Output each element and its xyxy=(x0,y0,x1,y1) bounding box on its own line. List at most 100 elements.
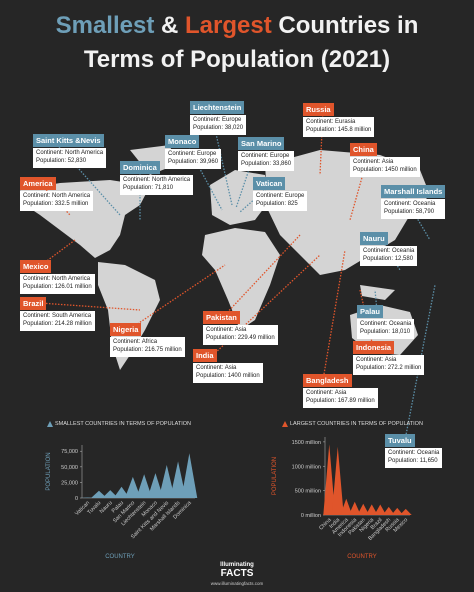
callout-population: Population: 12,580 xyxy=(363,255,414,262)
triangle-bar xyxy=(323,444,336,515)
callout: China Continent: Asia Population: 1450 mil… xyxy=(350,139,420,177)
callout-body: Continent: Europe Population: 825 xyxy=(253,191,308,211)
callout-continent: Continent: North America xyxy=(23,193,91,199)
callout-population: Population: 216.75 million xyxy=(113,346,182,353)
legend-icon xyxy=(47,421,53,427)
x-axis-label: COUNTRY xyxy=(105,554,135,560)
y-tick-label: 25,000 xyxy=(61,480,78,486)
callout-body: Continent: Oceania Population: 58,790 xyxy=(381,199,446,219)
y-axis-label: POPULATION xyxy=(272,457,278,495)
callout-continent: Continent: Asia xyxy=(206,327,247,333)
logo-url: www.illuminatingfacts.com xyxy=(211,581,264,586)
callout: Indonesia Continent: Asia Population: 272.… xyxy=(353,337,425,375)
y-tick-label: 500 million xyxy=(295,489,321,495)
callout-name: Dominica xyxy=(120,161,160,174)
callout-population: Population: 229.49 million xyxy=(206,334,275,341)
callout: Tuvalu Continent: Oceania Population: 11,6… xyxy=(385,430,443,468)
world-map xyxy=(20,145,430,370)
callout-continent: Continent: Oceania xyxy=(363,248,415,254)
callout-population: Population: 33,860 xyxy=(241,160,292,167)
triangle-bar xyxy=(181,453,198,498)
callout: Nigeria Continent: Africa Population: 216.… xyxy=(110,319,185,357)
callout-body: Continent: Asia Population: 167.89 millio… xyxy=(303,388,378,408)
callout-name: India xyxy=(193,349,217,362)
callout-population: Population: 332.5 million xyxy=(23,200,89,207)
callout-body: Continent: Asia Population: 229.49 millio… xyxy=(203,325,278,345)
callout-population: Population: 1450 million xyxy=(353,166,417,173)
y-tick-label: 50,000 xyxy=(61,465,78,471)
callout: India Continent: Asia Population: 1400 mil… xyxy=(193,345,263,383)
callout-body: Continent: Oceania Population: 18,010 xyxy=(357,319,415,339)
callout-continent: Continent: Asia xyxy=(353,159,394,165)
callout-name: Saint Kitts &Nevis xyxy=(33,134,104,147)
callout: Marshall Islands Continent: Oceania Popula… xyxy=(381,181,446,219)
title-line-1: Smallest & Largest Countries in xyxy=(0,12,474,40)
callout-name: Mexico xyxy=(20,260,52,273)
callout-name: Monaco xyxy=(165,135,200,148)
callout: San Marino Continent: Europe Population: 3… xyxy=(238,133,295,171)
callout-name: America xyxy=(20,177,56,190)
callout-population: Population: 58,790 xyxy=(384,208,435,215)
callout-continent: Continent: Europe xyxy=(256,193,305,199)
callout-body: Continent: North America Population: 126.… xyxy=(20,274,95,294)
triangle-bar xyxy=(147,473,164,498)
leader-line xyxy=(322,249,346,381)
callout-population: Population: 145.8 million xyxy=(306,126,372,133)
triangle-bar xyxy=(136,474,153,498)
leader-line xyxy=(129,264,226,330)
callout: Liechtenstein Continent: Europe Population… xyxy=(190,97,247,135)
x-tick-label: Nauru xyxy=(99,500,114,515)
callout-name: San Marino xyxy=(238,137,285,150)
title-amp: & xyxy=(160,12,179,39)
triangle-bar xyxy=(124,476,141,498)
callout-body: Continent: South America Population: 214.… xyxy=(20,311,95,331)
callout-name: China xyxy=(350,143,377,156)
callout: Nauru Continent: Oceania Population: 12,58… xyxy=(360,228,418,266)
callout-body: Continent: North America Population: 71,8… xyxy=(120,175,194,195)
callout-body: Continent: Europe Population: 33,860 xyxy=(238,151,295,171)
callout: Dominica Continent: North America Populati… xyxy=(120,157,194,195)
callout-continent: Continent: Oceania xyxy=(384,201,436,207)
callout-name: Bangladesh xyxy=(303,374,352,387)
callout-continent: Continent: North America xyxy=(36,150,104,156)
y-tick-label: 0 million xyxy=(301,513,321,519)
callout: Vatican Continent: Europe Population: 825 xyxy=(253,173,308,211)
callout-name: Marshall Islands xyxy=(381,185,446,198)
chart-title: LARGEST COUNTRIES IN TERMS OF POPULATION xyxy=(290,421,423,427)
callout-body: Continent: Oceania Population: 12,580 xyxy=(360,246,418,266)
callout: Pakistan Continent: Asia Population: 229.4… xyxy=(203,307,278,345)
callout-population: Population: 1400 million xyxy=(196,372,260,379)
triangle-bar xyxy=(340,498,353,515)
callout-population: Population: 214.28 million xyxy=(23,320,92,327)
callout-continent: Continent: Oceania xyxy=(388,450,440,456)
title-largest: Largest xyxy=(185,12,272,39)
callout-population: Population: 11,650 xyxy=(388,457,438,464)
callout-population: Population: 71,810 xyxy=(123,184,174,191)
title-line-2: Terms of Population (2021) xyxy=(83,46,391,73)
callout-name: Liechtenstein xyxy=(190,101,245,114)
callout-name: Vatican xyxy=(253,177,286,190)
callout-name: Pakistan xyxy=(203,311,240,324)
callout: Brazil Continent: South America Population… xyxy=(20,293,95,331)
callout: Bangladesh Continent: Asia Population: 167… xyxy=(303,370,378,408)
callout-continent: Continent: Africa xyxy=(113,339,158,345)
callout: Russia Continent: Eurasia Population: 145.… xyxy=(303,99,375,137)
title-rest: Countries in xyxy=(278,12,419,39)
callout-population: Population: 39,960 xyxy=(168,158,219,165)
callout-population: Population: 126.01 million xyxy=(23,283,92,290)
callout-body: Continent: Europe Population: 39,960 xyxy=(165,149,222,169)
callout-name: Palau xyxy=(357,305,384,318)
title-smallest: Smallest xyxy=(55,12,155,39)
callout: America Continent: North America Populatio… xyxy=(20,173,94,211)
callout-name: Indonesia xyxy=(353,341,395,354)
callout-name: Russia xyxy=(303,103,334,116)
x-axis-label: COUNTRY xyxy=(347,554,377,560)
callout-body: Continent: Asia Population: 1400 million xyxy=(193,363,263,383)
logo-top: Illuminating xyxy=(220,562,254,568)
leader-line xyxy=(222,234,301,318)
triangle-bar xyxy=(382,506,395,515)
callout-continent: Continent: Oceania xyxy=(360,321,412,327)
callout-body: Continent: Asia Population: 1450 million xyxy=(350,157,420,177)
callout-population: Population: 825 xyxy=(256,200,298,207)
